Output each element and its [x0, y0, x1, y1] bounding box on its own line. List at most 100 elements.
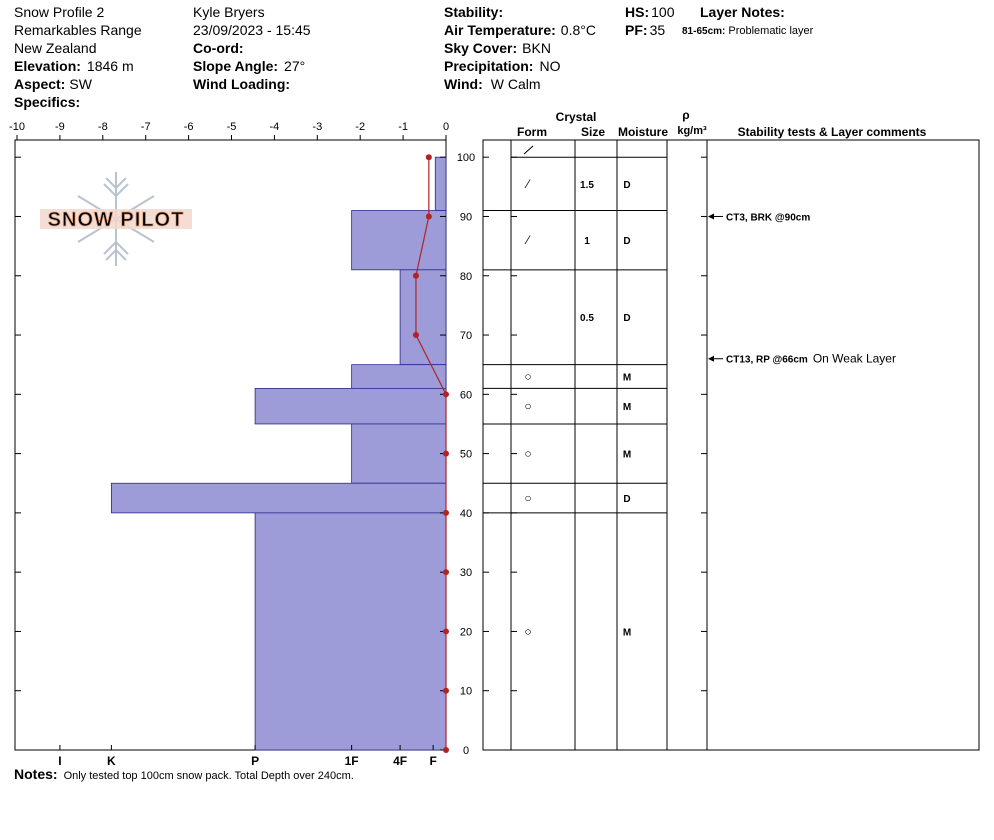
logo-text: SNOW PILOT	[48, 209, 185, 231]
test-arrowhead	[708, 355, 714, 362]
crystal-size: 1.5	[580, 180, 594, 191]
x-tick-label: -3	[312, 121, 322, 133]
hardness-label: 4F	[393, 754, 407, 768]
moisture: M	[623, 450, 631, 461]
y-tick-label: 90	[460, 211, 472, 223]
label: Elevation:	[14, 58, 81, 74]
x-tick-label: -4	[270, 121, 280, 133]
form-symbol: ○	[524, 491, 531, 505]
header-size: Size	[581, 125, 605, 139]
hardness-bar	[351, 364, 447, 389]
stability: Stability:	[444, 4, 503, 20]
header-moisture: Moisture	[618, 125, 668, 139]
observer: Kyle Bryers	[193, 4, 265, 20]
moisture: D	[623, 494, 630, 505]
value: NO	[539, 58, 560, 74]
hardness-label: F	[429, 754, 436, 768]
crystal-size: 1	[584, 236, 590, 247]
form-symbol: ○	[524, 370, 531, 384]
header-form: Form	[517, 125, 547, 139]
x-tick-label: -7	[141, 121, 151, 133]
x-tick-label: -2	[355, 121, 365, 133]
temperature-point	[443, 687, 449, 694]
y-tick-label: 50	[460, 449, 472, 461]
wind-loading: Wind Loading:	[193, 76, 290, 92]
form-symbol: ○	[524, 624, 531, 638]
x-tick-label: -6	[184, 121, 194, 133]
layer-notes: Layer Notes:	[700, 4, 785, 20]
value: W Calm	[491, 76, 541, 92]
value: 27°	[284, 58, 305, 74]
y-tick-label: 0	[463, 745, 469, 757]
test-arrowhead	[708, 213, 714, 220]
y-tick-label: 60	[460, 389, 472, 401]
form-symbol: ⁄	[524, 177, 531, 191]
x-tick-label: 0	[443, 121, 449, 133]
hardness-bar	[110, 482, 447, 514]
flake-branch	[105, 248, 127, 261]
moisture: M	[623, 373, 631, 384]
hardness-label: I	[58, 754, 61, 768]
specifics: Specifics:	[14, 94, 80, 110]
x-tick-label: -10	[9, 121, 25, 133]
x-tick-label: -1	[398, 121, 408, 133]
moisture: D	[623, 313, 630, 324]
elevation: Elevation: 1846 m	[14, 58, 134, 74]
precipitation: Precipitation: NO	[444, 58, 561, 74]
header-crystal: Crystal	[556, 110, 597, 124]
temperature-point	[443, 450, 449, 457]
y-tick-label: 20	[460, 626, 472, 638]
hardness-label: 1F	[345, 754, 359, 768]
hardness-bar	[351, 423, 447, 484]
label: Precipitation:	[444, 58, 533, 74]
datetime: 23/09/2023 - 15:45	[193, 22, 311, 38]
stability-test: CT13, RP @66cm On Weak Layer	[726, 352, 896, 366]
hardness-bar	[254, 512, 447, 751]
y-tick-label: 30	[460, 567, 472, 579]
temperature-point	[412, 332, 419, 339]
logo-band	[40, 209, 192, 229]
hardness-label: P	[251, 754, 259, 768]
temperature-point	[443, 569, 449, 576]
hardness-bar	[399, 269, 447, 366]
temperature-point	[425, 154, 432, 161]
form-symbol: ⁄	[524, 233, 531, 247]
temperature-point	[443, 628, 449, 635]
form-symbol	[523, 145, 534, 155]
temperature-point	[412, 272, 419, 279]
hs: HS: 100	[625, 4, 675, 20]
hardness-bar	[434, 156, 447, 211]
label: Aspect:	[14, 76, 65, 92]
range: Remarkables Range	[14, 22, 142, 38]
temperature-point	[425, 213, 432, 220]
flake-branch	[105, 177, 127, 190]
label: Air Temperature:	[444, 22, 556, 38]
coord: Co-ord:	[193, 40, 244, 56]
form-symbol: ○	[524, 447, 531, 461]
crystal-size: 0.5	[580, 313, 594, 324]
flake-branch	[103, 183, 129, 198]
moisture: D	[623, 180, 630, 191]
moisture: D	[623, 236, 630, 247]
value: 0.8°C	[561, 22, 596, 38]
y-tick-label: 70	[460, 330, 472, 342]
pf: PF: 35	[625, 22, 665, 38]
value: 1846 m	[87, 58, 134, 74]
x-tick-label: -9	[55, 121, 65, 133]
moisture: M	[623, 402, 631, 413]
label: Sky Cover:	[444, 40, 517, 56]
form-symbol: ○	[524, 399, 531, 413]
header-comments: Stability tests & Layer comments	[738, 125, 927, 139]
flake-branch	[103, 240, 129, 255]
y-tick-label: 40	[460, 508, 472, 520]
layer-note: 81-65cm: Problematic layer	[682, 25, 814, 37]
y-tick-label: 80	[460, 271, 472, 283]
moisture: M	[623, 627, 631, 638]
range: 81-65cm:	[682, 26, 725, 37]
header-rho: ρ	[682, 108, 689, 122]
text: Problematic layer	[728, 25, 813, 37]
temperature-point	[443, 509, 449, 516]
label: HS:	[625, 4, 649, 20]
